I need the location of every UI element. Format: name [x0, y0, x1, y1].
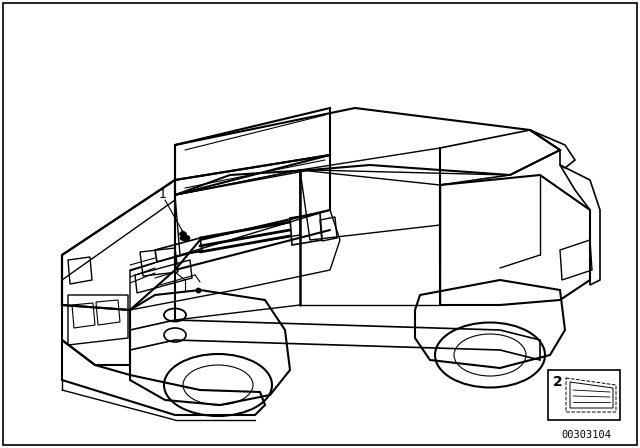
Text: 1: 1	[159, 189, 167, 202]
Ellipse shape	[180, 235, 190, 241]
Text: 2: 2	[553, 375, 563, 389]
Text: 00303104: 00303104	[561, 430, 611, 440]
Ellipse shape	[179, 232, 186, 237]
